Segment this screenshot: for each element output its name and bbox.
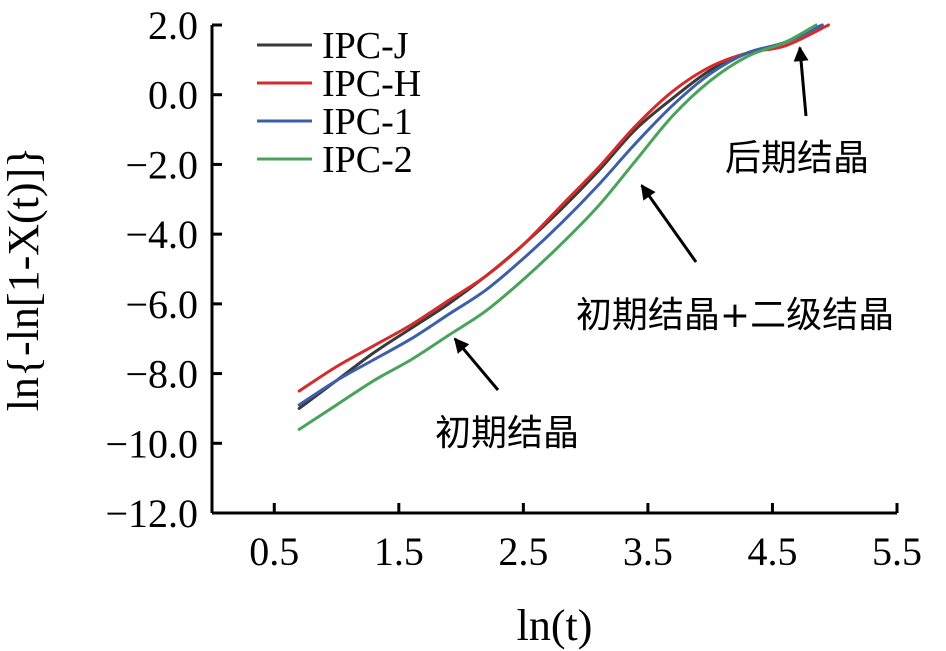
- x-tick-label: 3.5: [623, 529, 673, 574]
- annotation-label: 初期结晶: [435, 413, 579, 454]
- y-tick-label: 0.0: [148, 73, 198, 118]
- x-axis-title: ln(t): [517, 601, 593, 650]
- y-tick-label: −4.0: [125, 212, 198, 257]
- series-line-ipc-h: [297, 23, 830, 393]
- axes: 2.0 0.0 −2.0 −4.0 −6.0 −8.0 −10.0 −12.0 0.5 1.5 2.…: [105, 3, 922, 574]
- series-line-ipc-1: [297, 23, 824, 407]
- x-tick-label: 5.5: [872, 529, 922, 574]
- y-tick-label: −2.0: [125, 142, 198, 187]
- legend-label-ipc-2: IPC-2: [322, 139, 413, 181]
- y-tick-label: −12.0: [105, 491, 198, 536]
- y-tick-label: −10.0: [105, 421, 198, 466]
- annotation-label: 后期结晶: [725, 138, 869, 179]
- x-tick-label: 1.5: [374, 529, 424, 574]
- y-axis-title: ln{-ln[1-X(t)]}: [0, 147, 48, 412]
- x-tick-label: 2.5: [498, 529, 548, 574]
- series-line-ipc-2: [297, 23, 818, 431]
- legend-label-ipc-h: IPC-H: [322, 63, 421, 105]
- data-series: [297, 23, 830, 431]
- legend-label-ipc-j: IPC-J: [322, 25, 409, 67]
- annotation-arrow: [793, 46, 809, 117]
- x-tick-label: 4.5: [747, 529, 797, 574]
- y-tick-label: −8.0: [125, 352, 198, 397]
- x-tick-label: 0.5: [249, 529, 299, 574]
- y-tick-label: −6.0: [125, 282, 198, 327]
- y-tick-label: 2.0: [148, 3, 198, 48]
- annotation-arrow: [453, 337, 500, 391]
- annotation-label: 初期结晶+二级结晶: [576, 295, 894, 336]
- annotation-arrow: [640, 184, 698, 263]
- legend-label-ipc-1: IPC-1: [322, 101, 413, 143]
